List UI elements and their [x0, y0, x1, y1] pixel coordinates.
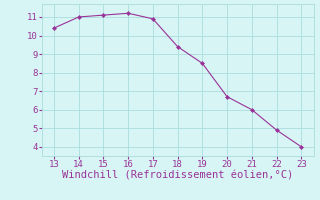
X-axis label: Windchill (Refroidissement éolien,°C): Windchill (Refroidissement éolien,°C) — [62, 171, 293, 181]
